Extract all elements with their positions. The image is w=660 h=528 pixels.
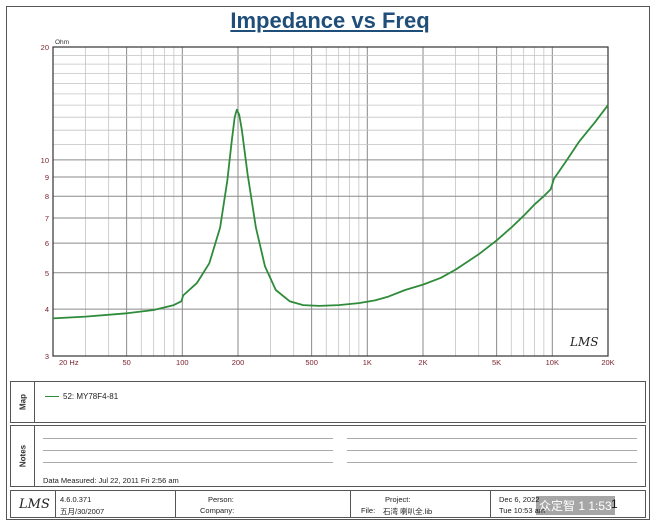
map-panel-label: Map: [11, 382, 35, 422]
company-label: Company:: [200, 506, 235, 515]
note-line: [43, 438, 333, 439]
plot-border: [52, 46, 609, 357]
y-tick-label: 6: [45, 239, 49, 248]
y-axis-label: Ohm: [55, 39, 69, 46]
map-panel: Map 52: MY78F4-81: [10, 381, 646, 423]
note-line: [43, 450, 333, 451]
version-date: 五月/30/2007: [60, 507, 105, 516]
page-number: 1: [611, 497, 618, 511]
legend-entry: 52: MY78F4-81: [45, 392, 118, 401]
chart-title: Impedance vs Freq: [230, 8, 430, 33]
footer-date-cell: Dec 6, 2022 Tue 10:53 am 1: [491, 491, 647, 517]
series-line: [52, 104, 609, 320]
y-tick-label: 10: [41, 156, 49, 165]
footer-time: Tue 10:53 am: [499, 506, 545, 515]
y-tick-label: 9: [45, 173, 49, 182]
x-tick-label: 100: [176, 358, 189, 367]
chart-lms-logo: LMS: [569, 335, 598, 349]
impedance-chart: 20 Hz 50 100 200 500 1K 2K 5K 10K 20K 3 4 5 6 7 8 9 10 20 O…: [41, 39, 615, 367]
legend-text: 52: MY78F4-81: [63, 392, 119, 401]
footer-date: Dec 6, 2022: [499, 495, 540, 504]
legend-swatch: [45, 396, 59, 398]
project-label: Project:: [385, 495, 411, 504]
y-tick-label: 3: [45, 352, 49, 361]
plot-area: [53, 47, 608, 356]
footer-person-cell: Person: Company:: [176, 491, 351, 517]
file-label: File:: [361, 506, 376, 515]
lms-logo: LMS: [19, 497, 50, 512]
x-tick-label: 20 Hz: [59, 358, 79, 367]
y-tick-label: 8: [45, 192, 49, 201]
notes-panel: Notes Data Measured: Jul 22, 2011 Fri 2:…: [10, 425, 646, 487]
footer-version-cell: 4.6.0.371 五月/30/2007: [56, 491, 176, 517]
date-measured: Data Measured: Jul 22, 2011 Fri 2:56 am: [43, 476, 179, 485]
x-tick-label: 1K: [363, 358, 372, 367]
file-value: 石湾 喇叭全.lib: [383, 507, 433, 516]
report-frame: [6, 6, 650, 520]
watermark: 众定智 1 1:53: [536, 496, 615, 515]
note-line: [347, 462, 637, 463]
y-tick-label: 4: [45, 305, 49, 314]
x-tick-label: 2K: [418, 358, 427, 367]
notes-panel-label: Notes: [11, 426, 35, 486]
note-line: [43, 462, 333, 463]
x-tick-label: 200: [232, 358, 245, 367]
y-tick-label: 20: [41, 43, 49, 52]
x-tick-label: 5K: [492, 358, 501, 367]
y-tick-label: 5: [45, 269, 49, 278]
x-tick-label: 50: [122, 358, 130, 367]
x-tick-label: 10K: [546, 358, 559, 367]
person-label: Person:: [208, 495, 234, 504]
footer-bar: LMS 4.6.0.371 五月/30/2007 Person: Company…: [10, 490, 646, 518]
x-tick-label: 500: [305, 358, 318, 367]
footer-logo-cell: LMS: [11, 491, 56, 517]
version-text: 4.6.0.371: [60, 495, 92, 504]
y-tick-label: 7: [45, 214, 49, 223]
note-line: [347, 450, 637, 451]
note-line: [347, 438, 637, 439]
x-tick-label: 20K: [601, 358, 614, 367]
footer-project-cell: Project: File: 石湾 喇叭全.lib: [351, 491, 491, 517]
